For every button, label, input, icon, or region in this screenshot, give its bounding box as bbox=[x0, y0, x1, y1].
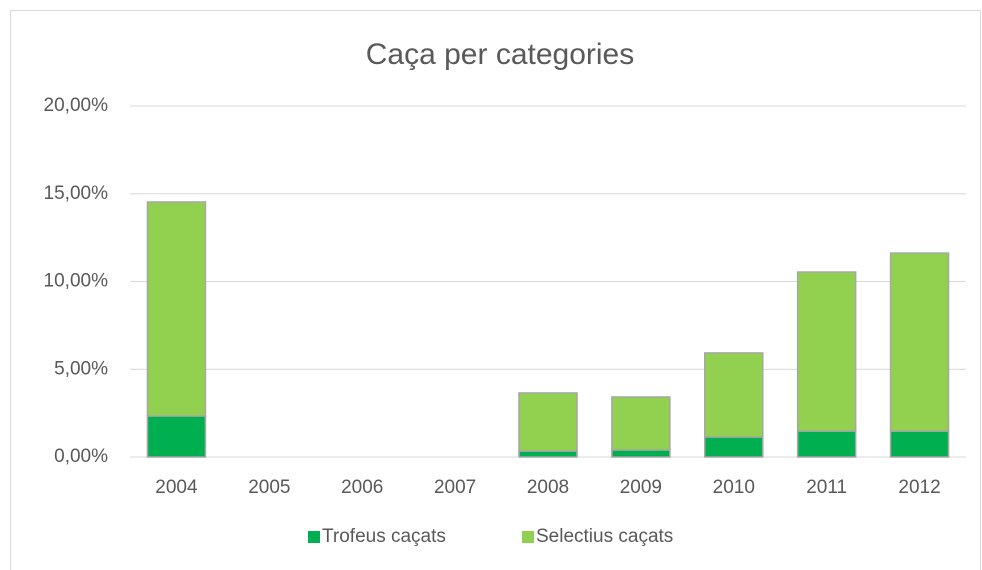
bar-segment bbox=[796, 430, 857, 458]
x-tick-label: 2012 bbox=[898, 477, 940, 498]
y-tick-label: 5,00% bbox=[54, 358, 108, 379]
legend-label: Trofeus caçats bbox=[322, 526, 446, 547]
bar-segment bbox=[518, 392, 578, 452]
x-tick-label: 2008 bbox=[527, 477, 569, 498]
legend-label: Selectius caçats bbox=[536, 526, 673, 547]
x-tick-label: 2011 bbox=[806, 477, 847, 498]
bar-segment bbox=[518, 450, 578, 458]
bar-segment bbox=[796, 271, 857, 432]
x-tick-label: 2006 bbox=[341, 477, 383, 498]
chart-title: Caça per categories bbox=[366, 38, 634, 71]
y-tick-label: 0,00% bbox=[54, 446, 108, 467]
x-tick-label: 2009 bbox=[620, 477, 662, 498]
bar-segment bbox=[611, 396, 671, 451]
bar-segment bbox=[146, 415, 207, 458]
x-tick-label: 2005 bbox=[248, 477, 290, 498]
legend-swatch bbox=[308, 531, 320, 543]
x-tick-label: 2007 bbox=[434, 477, 476, 498]
bar-segment bbox=[889, 430, 950, 458]
x-tick-label: 2004 bbox=[155, 477, 198, 498]
y-tick-label: 15,00% bbox=[44, 183, 109, 204]
bar-segment bbox=[704, 436, 764, 458]
bar-segment bbox=[146, 201, 207, 417]
x-tick-label: 2010 bbox=[713, 477, 755, 498]
y-tick-label: 20,00% bbox=[44, 95, 109, 116]
bar-segment bbox=[704, 352, 764, 438]
bar-segment bbox=[611, 449, 671, 458]
legend-swatch bbox=[522, 531, 534, 543]
y-tick-label: 10,00% bbox=[44, 271, 109, 292]
bar-segment bbox=[889, 252, 950, 432]
